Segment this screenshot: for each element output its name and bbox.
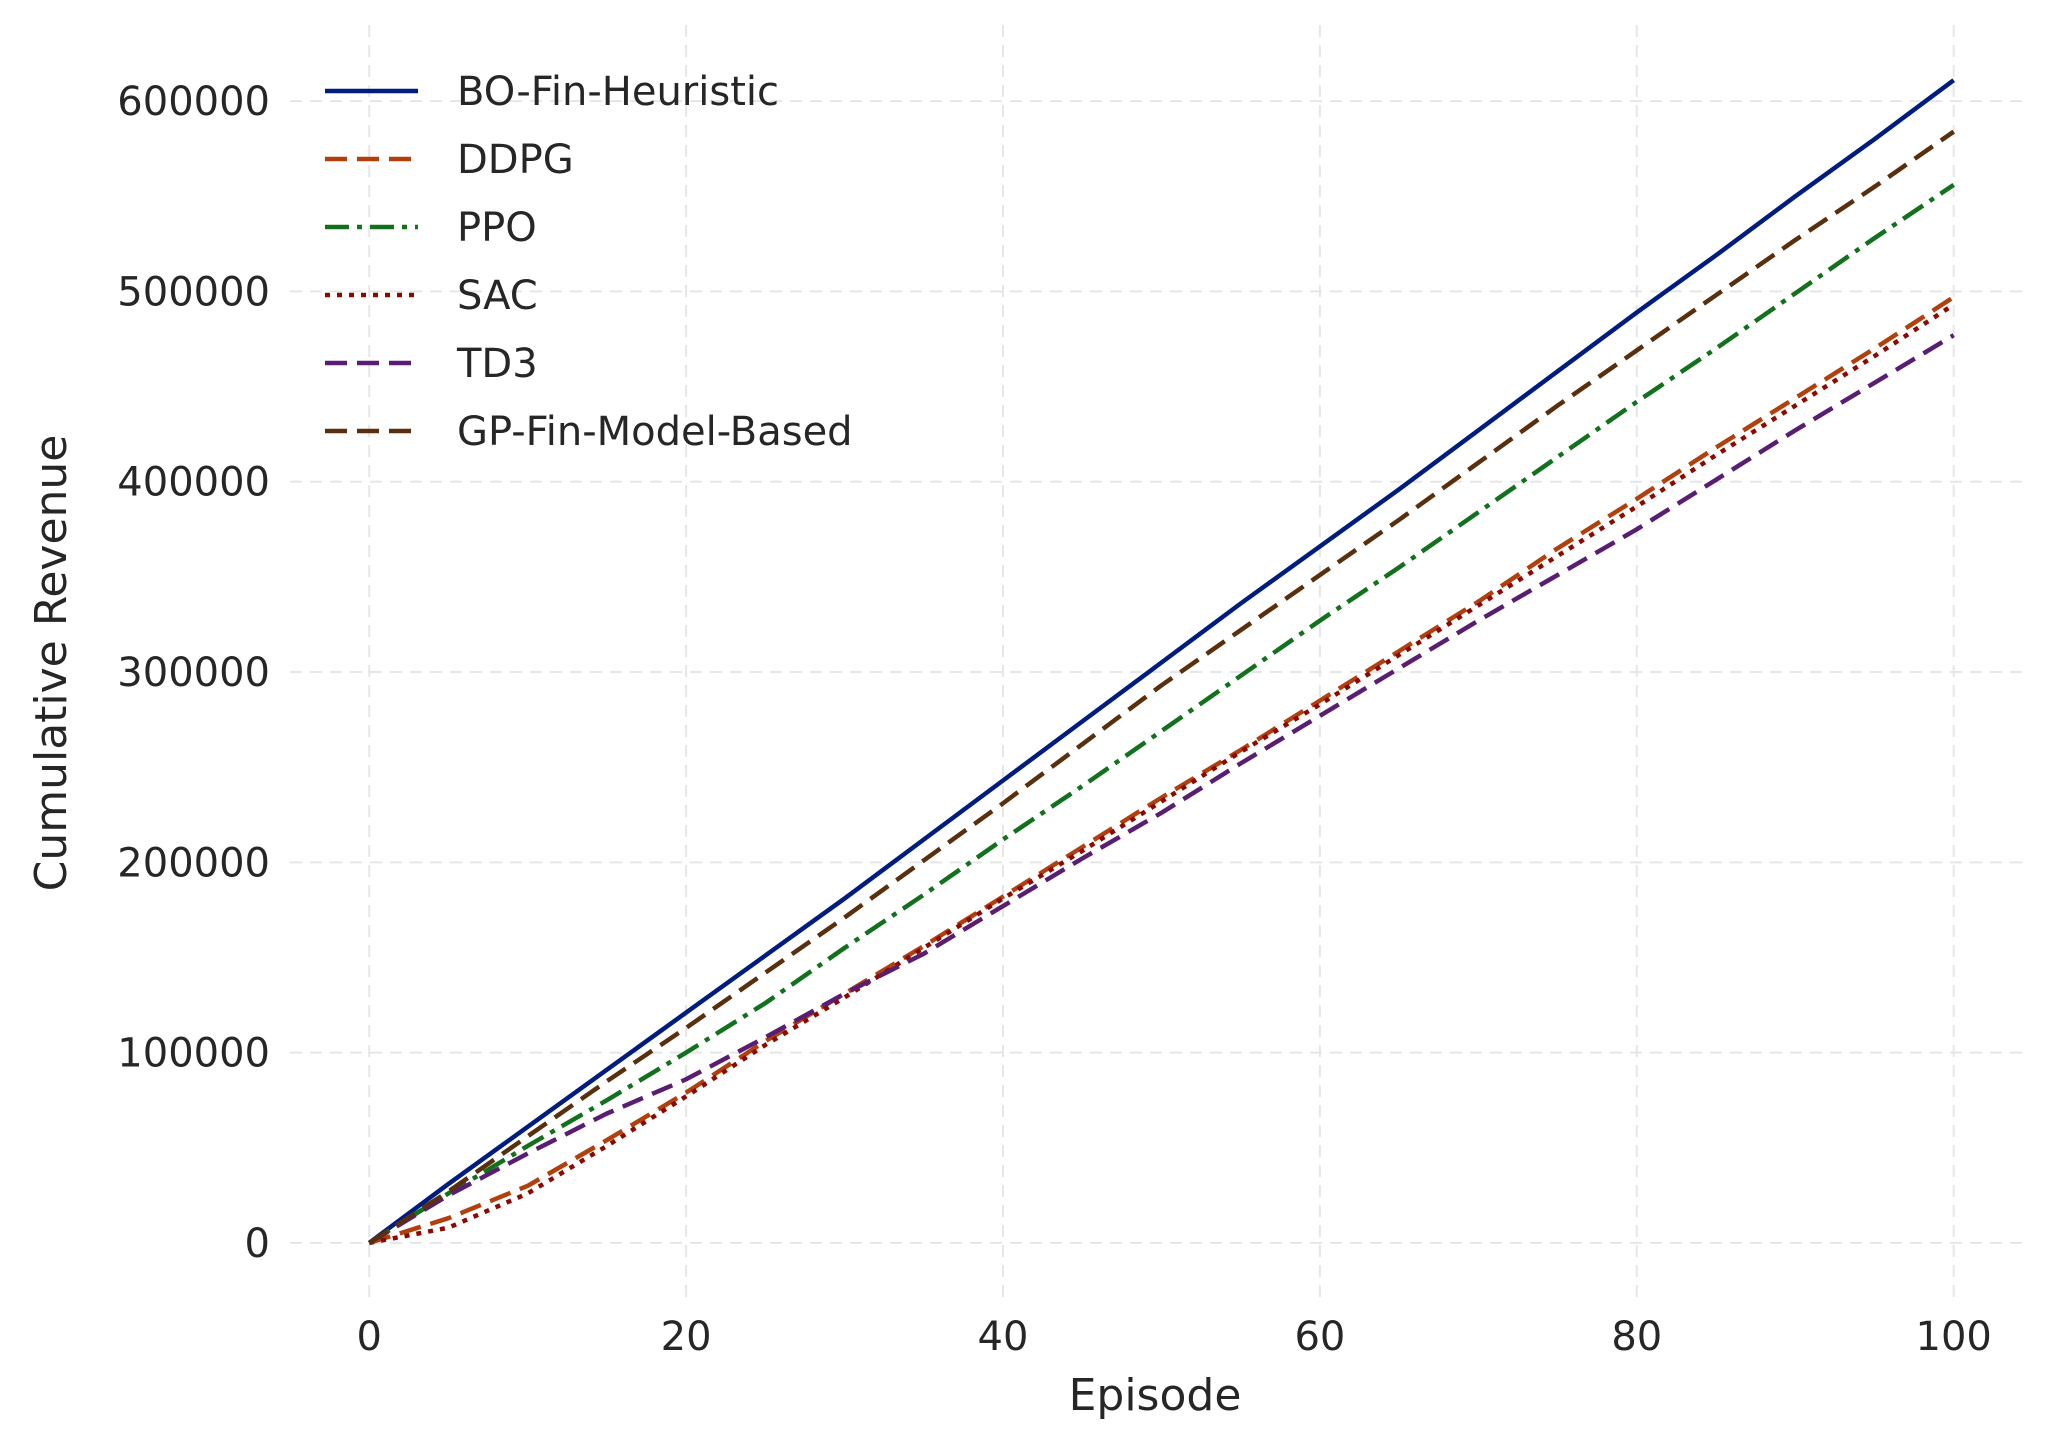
legend: BO-Fin-Heuristic DDPG PPO SAC TD3 GP-Fin-Mode… [325, 69, 853, 455]
series-line-ppo [368, 183, 1955, 1245]
y-tick-label: 0 [245, 1221, 270, 1267]
legend-label-bo-fin-heuristic: BO-Fin-Heuristic [457, 69, 779, 115]
x-tick-labels: 0 20 40 60 80 100 [356, 1314, 1991, 1360]
y-axis-label: Cumulative Revenue [26, 435, 77, 892]
x-tick-label: 40 [978, 1314, 1029, 1360]
legend-label-ddpg: DDPG [457, 137, 574, 183]
x-tick-label: 0 [356, 1314, 381, 1360]
x-axis-label: Episode [1069, 1370, 1242, 1421]
y-tick-label: 200000 [117, 840, 270, 886]
series-line-bo-fin-heuristic [367, 78, 1956, 1245]
series-line-ddpg [368, 295, 1955, 1246]
series-line-gp-fin-model-based [367, 129, 1955, 1245]
y-tick-label: 100000 [117, 1031, 270, 1077]
legend-label-ppo: PPO [457, 205, 537, 251]
legend-label-gp-fin-model-based: GP-Fin-Model-Based [457, 409, 853, 455]
grid-layer [290, 25, 2025, 1300]
series-layer [367, 78, 1956, 1246]
legend-label-td3: TD3 [456, 341, 538, 387]
y-tick-label: 300000 [117, 650, 270, 696]
series-line-sac [368, 302, 1955, 1246]
y-tick-label: 600000 [117, 79, 270, 125]
x-tick-label: 100 [1916, 1314, 1992, 1360]
x-tick-label: 60 [1294, 1314, 1345, 1360]
series-line-td3 [368, 333, 1955, 1245]
x-tick-label: 80 [1611, 1314, 1662, 1360]
y-tick-labels: 0 100000 200000 300000 400000 500000 600000 [117, 79, 270, 1267]
legend-label-sac: SAC [457, 273, 538, 319]
y-tick-label: 400000 [117, 460, 270, 506]
y-tick-label: 500000 [117, 269, 270, 315]
x-tick-label: 20 [661, 1314, 712, 1360]
